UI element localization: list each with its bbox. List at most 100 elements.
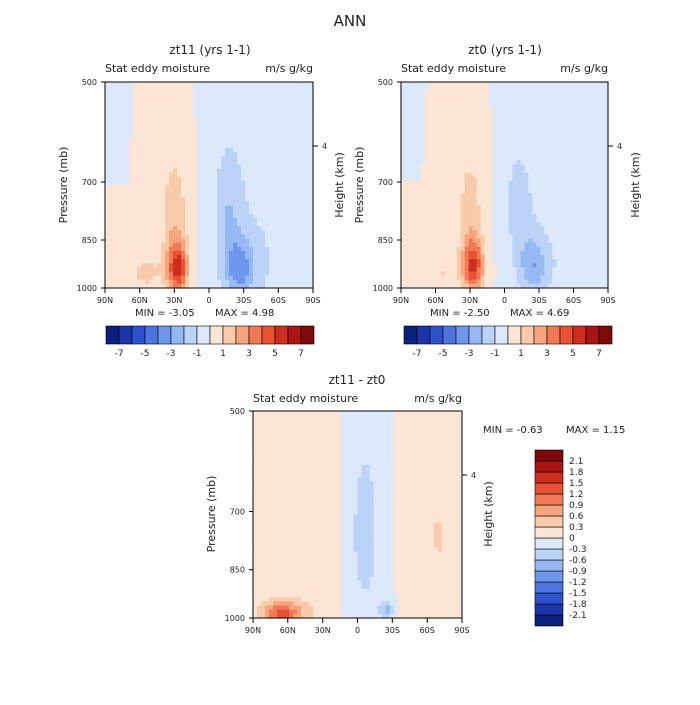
contour-cell: [237, 206, 242, 211]
contour-cell: [285, 148, 290, 153]
contour-cell: [157, 103, 162, 108]
contour-cell: [205, 280, 210, 285]
contour-cell: [157, 251, 162, 256]
contour-cell: [600, 115, 605, 120]
contour-cell: [485, 247, 490, 252]
contour-cell: [201, 160, 206, 165]
contour-cell: [193, 280, 198, 285]
contour-cell: [437, 189, 442, 194]
contour-cell: [469, 193, 474, 198]
contour-cell: [584, 185, 589, 190]
contour-cell: [117, 90, 122, 95]
contour-cell: [233, 177, 238, 182]
contour-cell: [453, 148, 458, 153]
contour-cell: [437, 103, 442, 108]
contour-cell: [532, 86, 537, 91]
contour-cell: [209, 144, 214, 149]
contour-cell: [453, 222, 458, 227]
contour-cell: [596, 247, 601, 252]
contour-cell: [489, 127, 494, 132]
contour-cell: [524, 239, 529, 244]
contour-cell: [437, 131, 442, 136]
contour-cell: [265, 243, 270, 248]
contour-cell: [117, 210, 122, 215]
contour-cell: [556, 82, 561, 87]
contour-cell: [249, 169, 254, 174]
contour-cell: [592, 206, 597, 211]
contour-cell: [193, 115, 198, 120]
contour-cell: [105, 263, 110, 268]
contour-cell: [508, 181, 513, 186]
contour-cell: [277, 276, 282, 281]
contour-cell: [261, 218, 266, 223]
contour-cell: [117, 181, 122, 186]
contour-cell: [425, 98, 430, 103]
contour-cell: [229, 276, 234, 281]
contour-cell: [153, 131, 158, 136]
contour-cell: [245, 103, 250, 108]
contour-cell: [528, 189, 533, 194]
contour-cell: [441, 131, 446, 136]
contour-cell: [237, 210, 242, 215]
contour-cell: [445, 226, 450, 231]
contour-cell: [564, 94, 569, 99]
contour-cell: [524, 86, 529, 91]
contour-cell: [433, 181, 438, 186]
contour-cell: [405, 185, 410, 190]
contour-cell: [261, 173, 266, 178]
contour-cell: [477, 169, 482, 174]
contour-cell: [233, 131, 238, 136]
contour-cell: [233, 119, 238, 124]
contour-cell: [453, 201, 458, 206]
contour-cell: [273, 251, 278, 256]
contour-cell: [165, 201, 170, 206]
contour-cell: [193, 218, 198, 223]
contour-cell: [457, 239, 462, 244]
contour-cell: [265, 160, 270, 165]
contour-cell: [169, 164, 174, 169]
contour-cell: [536, 86, 541, 91]
contour-cell: [564, 230, 569, 235]
contour-cell: [233, 214, 238, 219]
contour-cell: [221, 115, 226, 120]
contour-cell: [213, 131, 218, 136]
contour-cell: [185, 193, 190, 198]
contour-cell: [417, 222, 422, 227]
contour-cell: [141, 272, 146, 277]
contour-cell: [169, 243, 174, 248]
contour-cell: [169, 218, 174, 223]
contour-cell: [225, 169, 230, 174]
contour-cell: [493, 152, 498, 157]
contour-cell: [241, 82, 246, 87]
contour-cell: [173, 90, 178, 95]
contour-cell: [169, 276, 174, 281]
contour-cell: [501, 222, 506, 227]
contour-cell: [165, 160, 170, 165]
contour-cell: [225, 201, 230, 206]
contour-cell: [297, 206, 302, 211]
contour-cell: [121, 193, 126, 198]
contour-cell: [257, 272, 262, 277]
contour-cell: [305, 267, 310, 272]
contour-cell: [600, 201, 605, 206]
contour-cell: [536, 94, 541, 99]
contour-cell: [241, 197, 246, 202]
contour-cell: [520, 210, 525, 215]
contour-cell: [257, 189, 262, 194]
contour-cell: [209, 123, 214, 128]
contour-cell: [117, 111, 122, 116]
contour-cell: [445, 214, 450, 219]
contour-cell: [572, 247, 577, 252]
contour-cell: [516, 111, 521, 116]
contour-cell: [461, 131, 466, 136]
contour-cell: [437, 107, 442, 112]
contour-cell: [580, 98, 585, 103]
contour-cell: [540, 206, 545, 211]
contour-cell: [153, 173, 158, 178]
contour-cell: [564, 214, 569, 219]
contour-cell: [461, 123, 466, 128]
contour-cell: [141, 140, 146, 145]
contour-cell: [497, 144, 502, 149]
contour-cell: [552, 169, 557, 174]
contour-cell: [508, 234, 513, 239]
